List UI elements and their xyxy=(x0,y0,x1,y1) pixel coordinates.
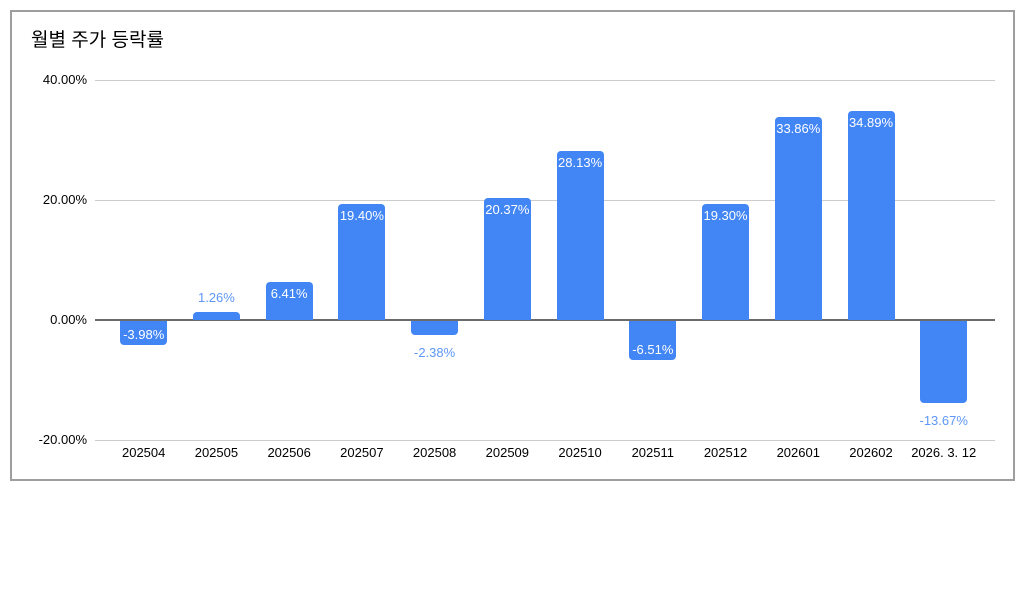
x-axis-tick-label: 202602 xyxy=(849,445,893,460)
bar-value-label: 33.86% xyxy=(776,120,821,136)
gridline xyxy=(95,439,995,441)
bar-value-label: 28.13% xyxy=(558,154,603,170)
gridline xyxy=(95,80,995,81)
x-axis-baseline xyxy=(95,318,995,321)
bar-202509[interactable] xyxy=(483,197,531,320)
bar-value-label: 34.89% xyxy=(848,114,894,130)
bar-202601[interactable] xyxy=(774,116,822,320)
x-axis-tick-label: 202509 xyxy=(485,445,530,460)
plot-area: 40.00% 20.00% 0.00% -20.00% -3.98% 202504 1.26… xyxy=(12,12,1013,479)
x-axis-tick-label: 202508 xyxy=(412,445,457,460)
y-axis-tick-label: 20.00% xyxy=(42,191,87,207)
bar-2026. 3. 12[interactable] xyxy=(920,320,968,403)
bar-202504[interactable] xyxy=(120,320,168,345)
gridline xyxy=(95,199,995,201)
x-axis-tick-label: 202504 xyxy=(121,445,166,460)
bar-value-label: -2.38% xyxy=(414,344,456,360)
bar-value-label: 19.30% xyxy=(703,207,748,223)
chart-title[interactable]: 월별 주가 등락률 xyxy=(31,30,164,51)
x-axis-tick-label: 202510 xyxy=(558,445,602,460)
bar-202511[interactable] xyxy=(629,320,677,360)
x-axis-tick-label: 202505 xyxy=(194,445,239,460)
x-axis-tick-label: 202506 xyxy=(267,445,311,460)
x-axis-tick-label: 202601 xyxy=(776,445,820,460)
bar-202512[interactable] xyxy=(702,203,750,320)
x-axis-tick-label: 202507 xyxy=(340,445,384,460)
y-axis-tick-label: 0.00% xyxy=(50,311,87,327)
x-axis-tick-label: 202511 xyxy=(631,445,674,460)
bar-202506[interactable] xyxy=(265,281,313,320)
bar-202508[interactable] xyxy=(411,320,459,335)
y-axis-tick-label: -20.00% xyxy=(38,431,87,447)
bar-value-label: -6.51% xyxy=(632,341,674,357)
bar-202505[interactable] xyxy=(192,311,240,320)
bar-value-label: 20.37% xyxy=(485,201,530,217)
bar-value-label: 6.41% xyxy=(270,285,308,301)
chart-card[interactable]: 월별 주가 등락률 40.00% 20.00% 0.00% -20.00% -3.98%… xyxy=(10,10,1015,481)
bar-202602[interactable] xyxy=(847,110,895,320)
bar-202510[interactable] xyxy=(556,150,604,320)
y-axis-tick-label: 40.00% xyxy=(42,72,87,87)
bar-value-label: -3.98% xyxy=(123,326,165,342)
bar-value-label: 19.40% xyxy=(339,207,384,223)
x-axis-tick-label: 2026. 3. 12 xyxy=(911,445,977,460)
bar-value-label: 1.26% xyxy=(197,289,235,305)
bar-202507[interactable] xyxy=(338,203,386,320)
bar-value-label: -13.67% xyxy=(919,412,968,428)
x-axis-tick-label: 202512 xyxy=(703,445,748,460)
